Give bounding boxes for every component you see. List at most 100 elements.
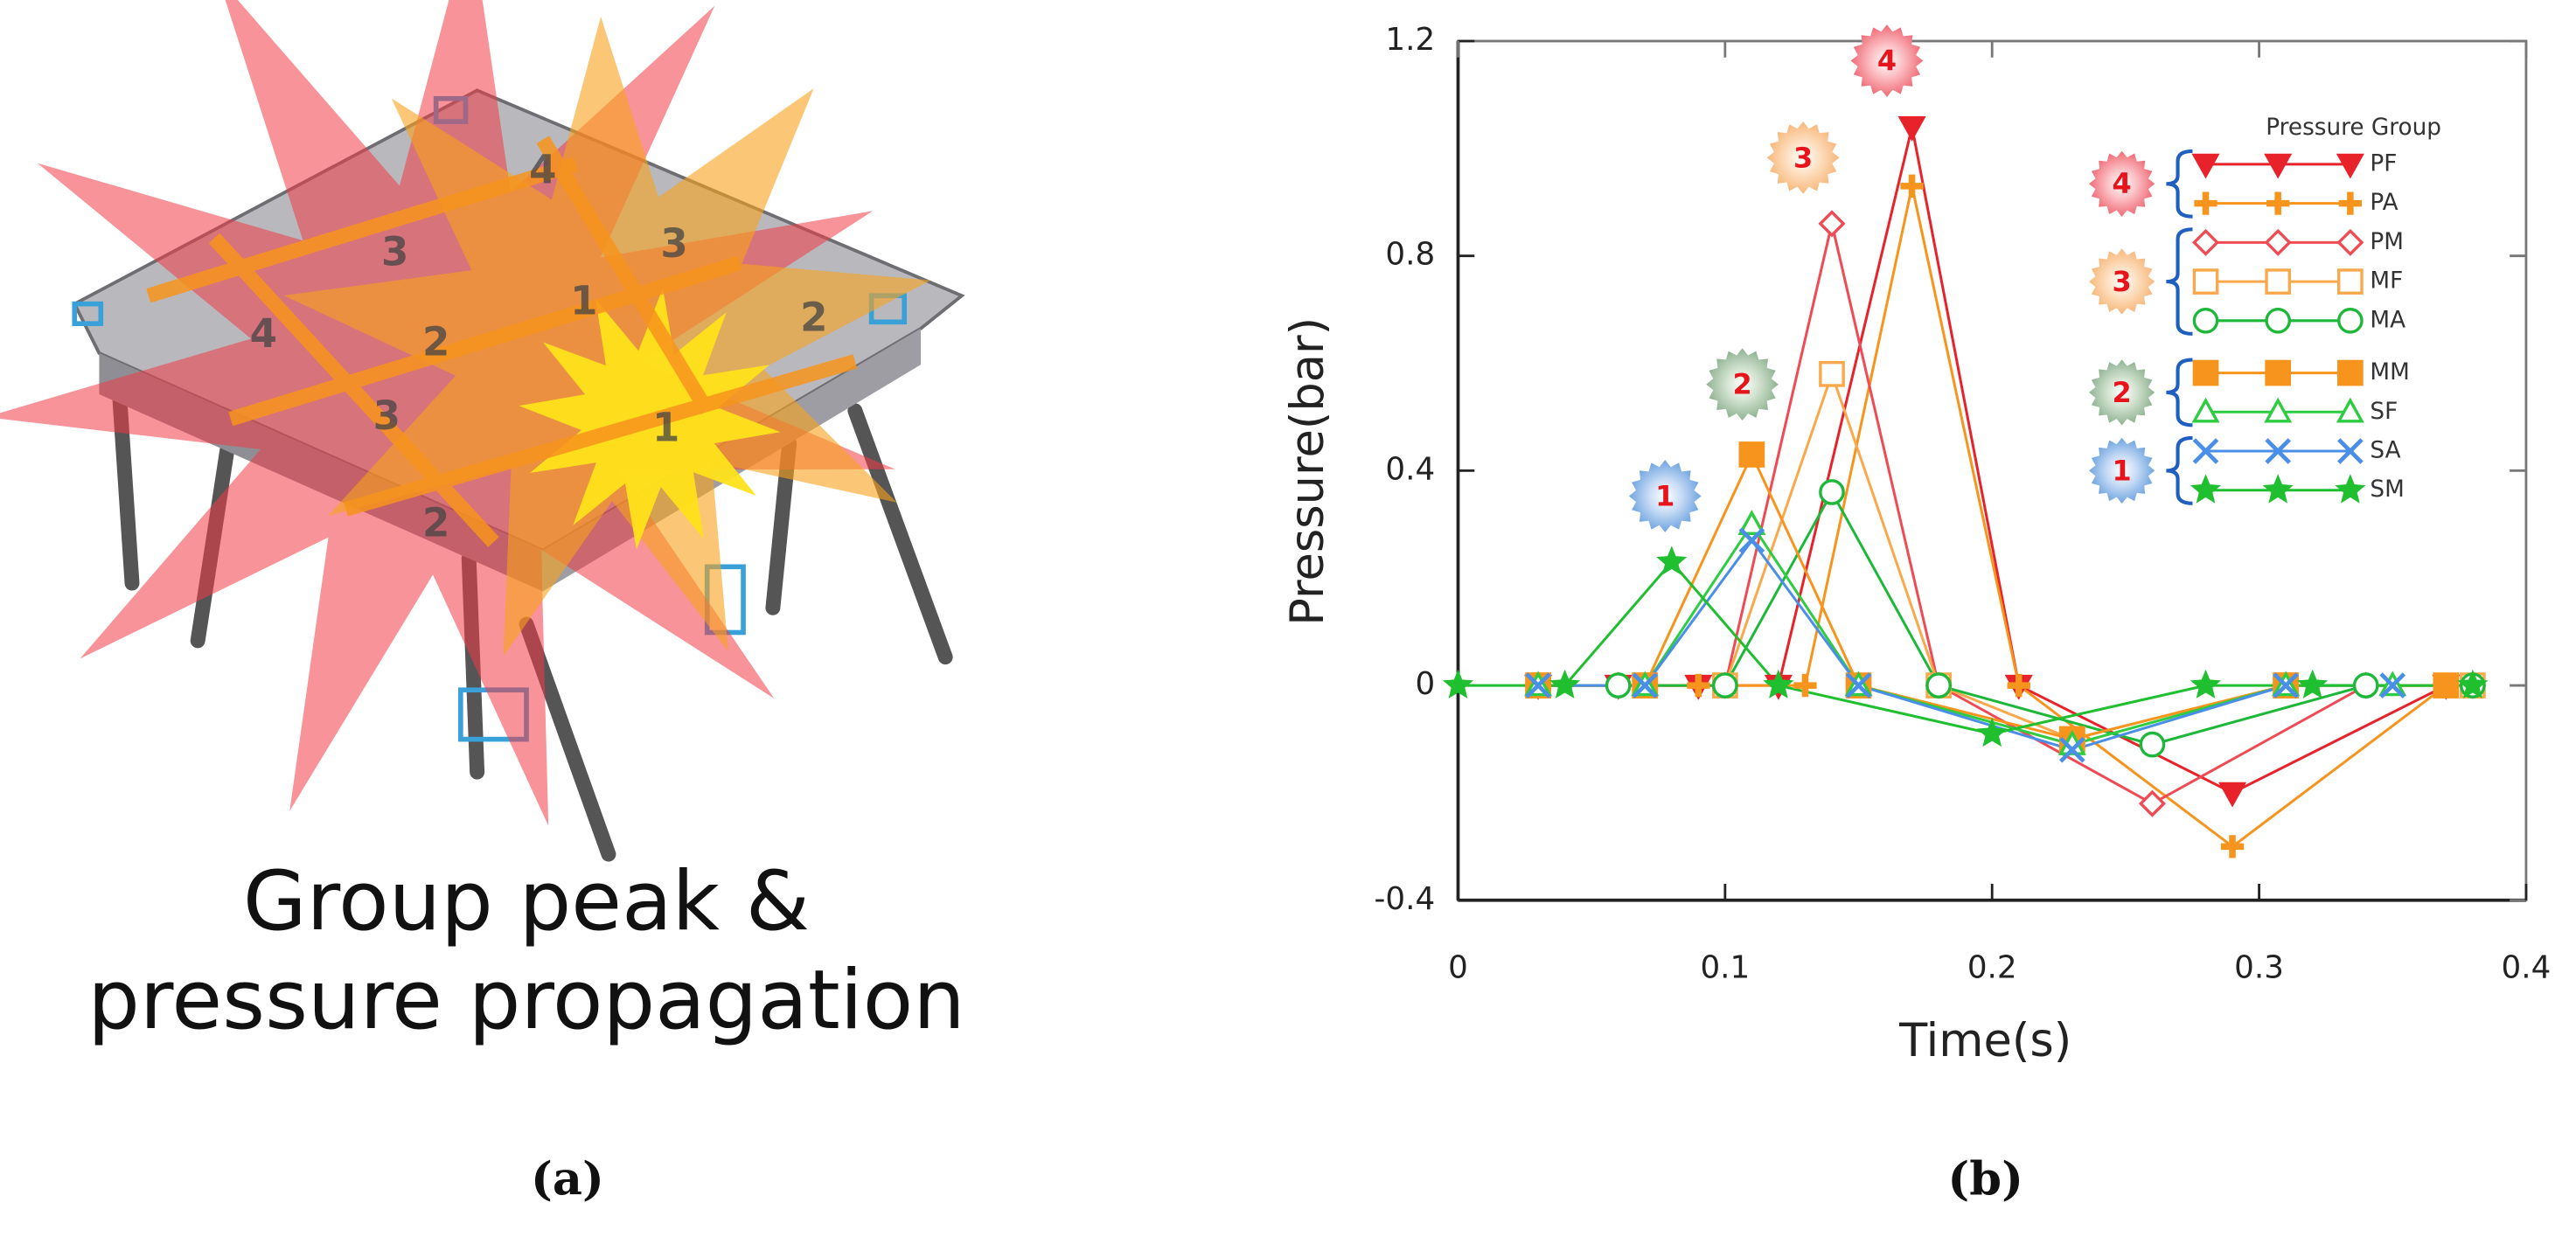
legend-marker [2266,191,2290,215]
legend-marker [2192,359,2219,386]
caption-line: pressure propagation [87,953,965,1048]
y-tick-label: -0.4 [1375,881,1436,917]
legend-title: Pressure Group [2266,115,2441,141]
marker [1549,669,1581,698]
legend-label: SA [2370,438,2400,464]
badge-label: 2 [2113,376,2132,409]
marker [2433,672,2460,698]
legend-marker [2337,307,2364,334]
badge [1706,348,1779,421]
zone-labels: 43 34 21 23 12 [250,146,828,546]
legend-bracket [2166,435,2193,505]
marker [2190,669,2222,698]
x-tick-label: 0.1 [1700,950,1750,986]
badge-label: 3 [1793,141,1813,174]
marker [1605,672,1632,698]
badge-label: 4 [1877,44,1897,77]
legend-marker [2337,268,2364,295]
badge-label: 1 [1655,479,1674,512]
series-line [1458,559,2473,735]
y-tick-label: 0.8 [1385,237,1435,273]
marker [1738,527,1765,554]
legend-marker [2264,397,2293,423]
zone-label: 1 [570,278,597,324]
marker [1763,669,1794,698]
pressure-bursts [0,0,931,826]
badge [1850,24,1924,97]
grid-band [146,156,578,303]
legend-label: MF [2370,268,2403,295]
marker [1818,210,1846,238]
legend-marker [2336,228,2364,256]
grid-band [536,136,714,415]
marker [1687,673,1710,698]
legend-marker [2265,268,2292,295]
legend-label: MM [2370,359,2409,386]
legend-marker [2336,153,2364,179]
marker [1897,116,1926,142]
legend-marker [2265,359,2292,386]
zone-label: 2 [422,499,449,546]
grid-band [228,255,742,427]
badge-label: 1 [2113,454,2132,487]
zone-label: 3 [660,220,687,267]
marker [1793,673,1817,698]
legend-label: PA [2370,190,2398,216]
legend-marker [2262,474,2294,504]
legend: PF PA PM MF MA MM SF SA SM 4 3 2 1 1 2 3 4 [1628,24,2410,532]
marker [2352,672,2379,698]
badge [2089,150,2155,217]
marker [2138,789,2166,817]
marker [1819,360,1845,387]
legend-label: PM [2370,229,2404,255]
badge [2089,248,2155,315]
marker [1656,546,1688,575]
grid-band [343,354,858,517]
zone-label: 2 [422,319,449,365]
x-tick-label: 0 [1448,950,1468,986]
panel-label: (a) [531,1152,604,1206]
y-axis-label: Pressure(bar) [1281,317,1334,626]
legend-marker [2191,153,2220,179]
badge [1628,460,1702,532]
legend-label: SM [2370,476,2404,503]
zone-label: 1 [652,404,679,450]
legend-marker [2192,307,2219,334]
legend-marker [2264,153,2293,179]
marker [1525,672,1551,698]
legend-marker [2337,438,2364,464]
legend-marker [2191,228,2220,256]
detail [72,301,104,327]
legend-bracket [2166,227,2193,336]
marker [2139,731,2166,758]
x-tick-label: 0.3 [2234,950,2284,986]
legend-marker [2191,397,2220,423]
y-tick-label: 1.2 [1385,22,1435,58]
marker [1900,174,1924,198]
badge [2089,437,2155,504]
marker [1845,672,1872,698]
marker [1632,672,1659,698]
leg [847,403,953,665]
series-layer [1442,116,2489,858]
line-chart: Time(s) Pressure(bar) (b) Pressure Group… [1281,22,2551,1206]
zone-grid [146,136,858,547]
grid-band [208,233,499,547]
legend-marker [2338,191,2363,215]
badge-label: 2 [1732,368,1751,401]
legend-label: PF [2370,150,2397,177]
legend-marker [2265,438,2292,464]
marker [2007,673,2030,698]
legend-marker [2335,474,2366,504]
legend-marker [2190,474,2222,504]
marker [2220,835,2245,858]
x-tick-label: 0.2 [1967,950,2017,986]
legend-marker [2337,359,2364,386]
marker [2059,736,2085,763]
badge [1766,122,1840,194]
legend-marker [2192,268,2219,295]
legend-label: SF [2370,399,2398,425]
marker [2457,669,2489,698]
caption-line: Group peak & [243,854,810,949]
legend-marker [2192,438,2219,464]
